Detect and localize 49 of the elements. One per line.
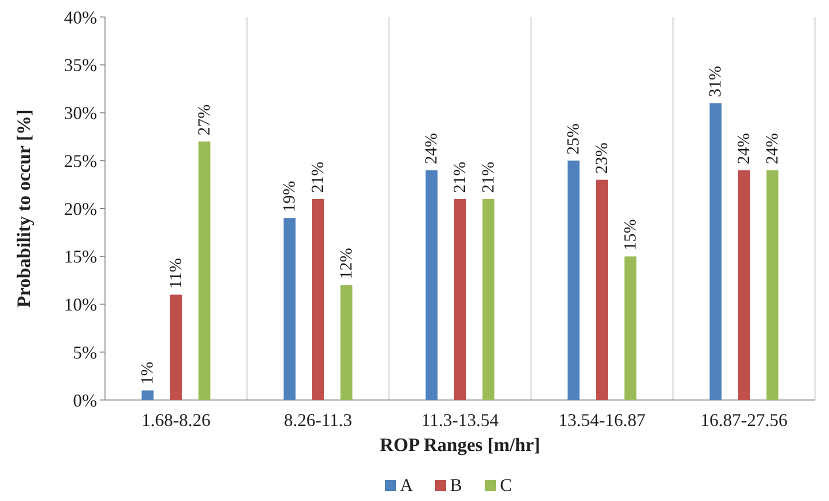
y-tick-label: 0% xyxy=(73,390,97,410)
bar xyxy=(198,141,210,400)
x-tick-label: 11.3-13.54 xyxy=(421,410,499,430)
data-label: 21% xyxy=(478,162,498,193)
data-label: 21% xyxy=(308,162,327,193)
data-label: 21% xyxy=(450,162,469,193)
y-tick-label: 20% xyxy=(64,198,97,219)
y-tick-label: 40% xyxy=(64,7,97,28)
y-tick-label: 35% xyxy=(64,55,97,76)
bar xyxy=(596,180,608,400)
y-tick-label: 10% xyxy=(64,294,97,315)
legend-label: C xyxy=(500,475,512,495)
x-tick-label: 16.87-27.56 xyxy=(700,410,788,430)
y-axis-title: Probability to occur [%] xyxy=(14,109,35,308)
legend-label: B xyxy=(450,475,462,495)
y-tick-label: 15% xyxy=(64,246,97,267)
data-label: 12% xyxy=(336,248,356,280)
data-label: 24% xyxy=(734,133,753,164)
y-tick-label: 30% xyxy=(64,103,97,124)
x-axis-title: ROP Ranges [m/hr] xyxy=(380,435,540,456)
y-tick-label: 25% xyxy=(64,150,97,171)
bar xyxy=(284,218,296,400)
x-tick-label: 13.54-16.87 xyxy=(558,410,646,430)
data-label: 27% xyxy=(194,104,214,136)
data-label: 25% xyxy=(564,123,583,155)
bar xyxy=(710,103,722,400)
data-label: 23% xyxy=(592,142,611,174)
bar xyxy=(426,170,438,400)
legend-label: A xyxy=(400,475,413,495)
bar xyxy=(482,198,494,400)
bar xyxy=(312,198,324,400)
bar xyxy=(142,390,154,400)
data-label: 31% xyxy=(706,66,725,98)
x-tick-label: 8.26-11.3 xyxy=(284,410,352,430)
bar xyxy=(738,170,750,400)
data-label: 24% xyxy=(422,133,441,164)
bar xyxy=(766,170,778,400)
bar xyxy=(624,256,636,400)
bar xyxy=(568,160,580,400)
data-label: 1% xyxy=(138,362,157,384)
bar xyxy=(340,285,352,400)
data-label: 19% xyxy=(280,180,299,212)
bar xyxy=(170,294,182,400)
data-label: 24% xyxy=(762,133,782,164)
y-tick-label: 5% xyxy=(73,342,97,362)
data-label: 11% xyxy=(166,258,185,289)
bar xyxy=(454,198,466,400)
x-tick-label: 1.68-8.26 xyxy=(142,410,210,430)
data-label: 15% xyxy=(620,219,640,250)
